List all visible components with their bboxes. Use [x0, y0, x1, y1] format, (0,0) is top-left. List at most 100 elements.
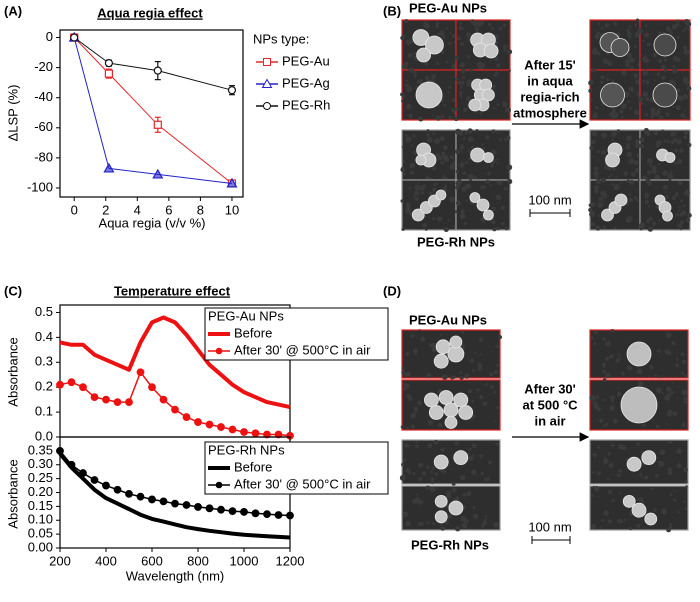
noise [495, 406, 499, 410]
noise [508, 69, 511, 72]
noise [640, 101, 644, 105]
noise [460, 62, 465, 68]
y-tick-label: 0.3 [35, 354, 53, 369]
particle [626, 456, 642, 472]
noise [462, 171, 467, 176]
noise [620, 115, 624, 119]
noise [414, 196, 419, 201]
noise [449, 196, 456, 203]
noise [476, 20, 483, 27]
noise [616, 129, 621, 133]
noise [682, 29, 685, 33]
noise [467, 452, 470, 455]
marker [251, 429, 260, 438]
particle [453, 450, 469, 466]
noise [677, 107, 680, 111]
noise [645, 195, 649, 199]
legend-box [204, 441, 389, 495]
y-axis-label: Absorbance [5, 337, 20, 406]
marker [79, 469, 87, 477]
x-tick-label: 1000 [230, 553, 259, 568]
marker [159, 497, 168, 506]
noise [668, 79, 675, 85]
noise [684, 190, 690, 196]
noise [476, 62, 481, 67]
noise [418, 462, 424, 468]
particle [662, 210, 673, 222]
marker [286, 511, 294, 520]
noise [405, 467, 411, 473]
plot-frame [59, 29, 244, 198]
noise [681, 422, 686, 428]
noise [644, 475, 649, 480]
noise [671, 105, 675, 108]
noise [413, 351, 418, 355]
legend-label: After 30' @ 500°C in air [234, 476, 371, 491]
noise [626, 135, 632, 141]
noise [650, 487, 654, 491]
y-tick-label: 0.00 [28, 539, 53, 554]
noise [620, 181, 623, 184]
marker [152, 168, 164, 179]
noise [642, 79, 645, 83]
noise [611, 498, 615, 503]
noise [503, 48, 507, 52]
particle [482, 209, 494, 221]
noise [501, 101, 504, 104]
x-tick-label: 10 [225, 202, 239, 217]
noise [673, 137, 677, 142]
noise [661, 64, 666, 70]
noise [607, 451, 612, 456]
noise [647, 205, 650, 208]
noise [674, 148, 678, 153]
noise [679, 199, 683, 203]
noise [642, 39, 645, 43]
noise [401, 145, 405, 149]
noise [673, 498, 677, 502]
y-tick-label: 0.1 [35, 404, 53, 419]
noise [494, 84, 497, 88]
noise [674, 193, 679, 197]
legend-marker [261, 78, 273, 88]
noise [667, 351, 672, 356]
noise [601, 132, 605, 137]
noise [679, 220, 684, 224]
legend-marker [215, 347, 223, 355]
panel-label: (C) [4, 283, 22, 298]
noise [495, 344, 499, 349]
marker [67, 460, 76, 469]
caption: atmosphere [513, 105, 587, 120]
marker [171, 405, 179, 414]
noise [601, 362, 607, 367]
noise [443, 145, 448, 150]
noise [629, 57, 635, 64]
noise [451, 34, 456, 39]
noise [668, 409, 672, 414]
noise [673, 161, 677, 165]
noise [663, 58, 668, 62]
noise [484, 518, 487, 521]
noise [682, 76, 689, 83]
x-tick-label: 1200 [276, 553, 305, 568]
noise [592, 113, 598, 119]
noise [590, 222, 596, 227]
noise [468, 447, 472, 451]
noise [454, 55, 459, 60]
noise [470, 399, 475, 403]
caption: at 500 °C [522, 397, 578, 412]
legend-marker [215, 481, 223, 489]
noise [472, 505, 476, 509]
particle [469, 192, 481, 203]
noise [466, 79, 473, 85]
noise [634, 23, 638, 27]
marker [171, 499, 179, 508]
noise [603, 398, 606, 402]
noise [593, 486, 600, 492]
noise [590, 336, 594, 340]
noise [432, 187, 437, 192]
noise [448, 85, 452, 89]
particle [468, 98, 482, 112]
noise [655, 204, 660, 209]
noise [615, 175, 618, 178]
legend-label: PEG-Rh [282, 97, 330, 112]
